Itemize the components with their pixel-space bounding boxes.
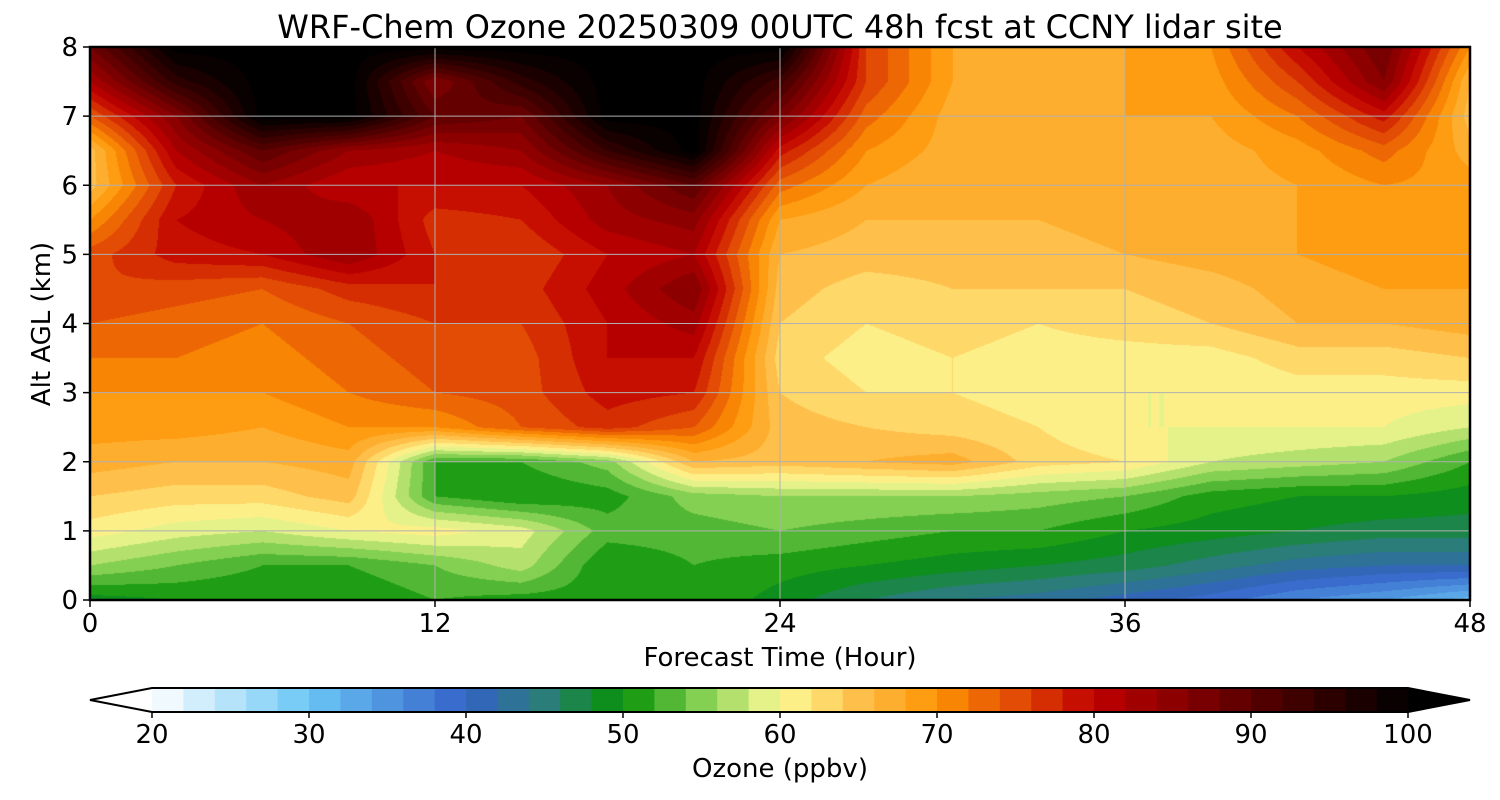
colorbar-ticks: 20 30 40 50 60 70 80 90 100 [135,712,1433,750]
colorbar-swatch [1031,688,1064,712]
colorbar-swatch [277,688,310,712]
y-axis: 0 1 2 3 4 5 6 7 8 [61,33,90,616]
colorbar-tick-label: 20 [135,720,168,750]
grid-lines [90,47,1470,600]
colorbar-swatch [403,688,436,712]
colorbar-tick-label: 70 [920,720,953,750]
y-tick-label: 7 [61,102,78,132]
colorbar-tick-label: 40 [449,720,482,750]
colorbar-swatch [1062,688,1095,712]
x-tick-label: 12 [418,609,451,639]
colorbar-swatch [1251,688,1283,712]
colorbar-tick-label: 60 [763,720,796,750]
colorbar-swatch [999,688,1032,712]
colorbar-extend-low [90,688,152,712]
colorbar-swatch [1094,688,1126,712]
y-tick-label: 6 [61,171,78,201]
colorbar-swatch [371,688,404,712]
colorbar-swatch [685,688,718,712]
colorbar-tick-label: 90 [1234,720,1267,750]
colorbar [89,687,1471,713]
x-axis: 0 12 24 36 48 [82,600,1487,639]
colorbar-swatch [152,688,184,712]
colorbar-swatch [340,688,373,712]
colorbar-swatch [309,688,341,712]
colorbar-swatch [968,688,1001,712]
colorbar-tick-label: 100 [1383,720,1433,750]
chart-title: WRF-Chem Ozone 20250309 00UTC 48h fcst a… [277,8,1282,46]
colorbar-swatch [937,688,969,712]
colorbar-swatch [654,688,687,712]
colorbar-swatch [1219,688,1252,712]
colorbar-swatch [811,688,844,712]
colorbar-swatch [1313,688,1346,712]
colorbar-swatch [183,688,216,712]
colorbar-swatch [1282,688,1315,712]
x-tick-label: 24 [763,609,796,639]
colorbar-swatch [497,688,530,712]
colorbar-swatch [1188,688,1221,712]
y-tick-label: 0 [61,586,78,616]
x-tick-label: 36 [1108,609,1141,639]
colorbar-swatch [874,688,907,712]
colorbar-extend-high [1408,688,1470,712]
y-tick-label: 4 [61,310,78,340]
colorbar-tick-label: 30 [292,720,325,750]
colorbar-swatch [1156,688,1189,712]
colorbar-swatch [717,688,750,712]
colorbar-swatch [1376,688,1409,712]
colorbar-swatch [591,688,624,712]
colorbar-swatch [623,688,655,712]
y-tick-label: 2 [61,448,78,478]
y-axis-label: Alt AGL (km) [27,242,57,406]
colorbar-swatch [466,688,498,712]
colorbar-swatch [905,688,938,712]
y-tick-label: 5 [61,240,78,270]
colorbar-swatch [434,688,467,712]
colorbar-swatch [214,688,247,712]
colorbar-swatch [246,688,279,712]
colorbar-label: Ozone (ppbv) [692,754,868,784]
colorbar-swatch [1125,688,1158,712]
colorbar-swatch [560,688,593,712]
y-tick-label: 1 [61,517,78,547]
colorbar-swatch [748,688,781,712]
y-tick-label: 8 [61,33,78,63]
y-tick-label: 3 [61,379,78,409]
colorbar-swatch [842,688,875,712]
x-tick-label: 48 [1453,609,1486,639]
colorbar-tick-label: 80 [1077,720,1110,750]
colorbar-swatch [528,688,561,712]
colorbar-swatch [1345,688,1378,712]
x-axis-label: Forecast Time (Hour) [643,643,916,673]
colorbar-swatch [780,688,812,712]
colorbar-tick-label: 50 [606,720,639,750]
x-tick-label: 0 [82,609,99,639]
